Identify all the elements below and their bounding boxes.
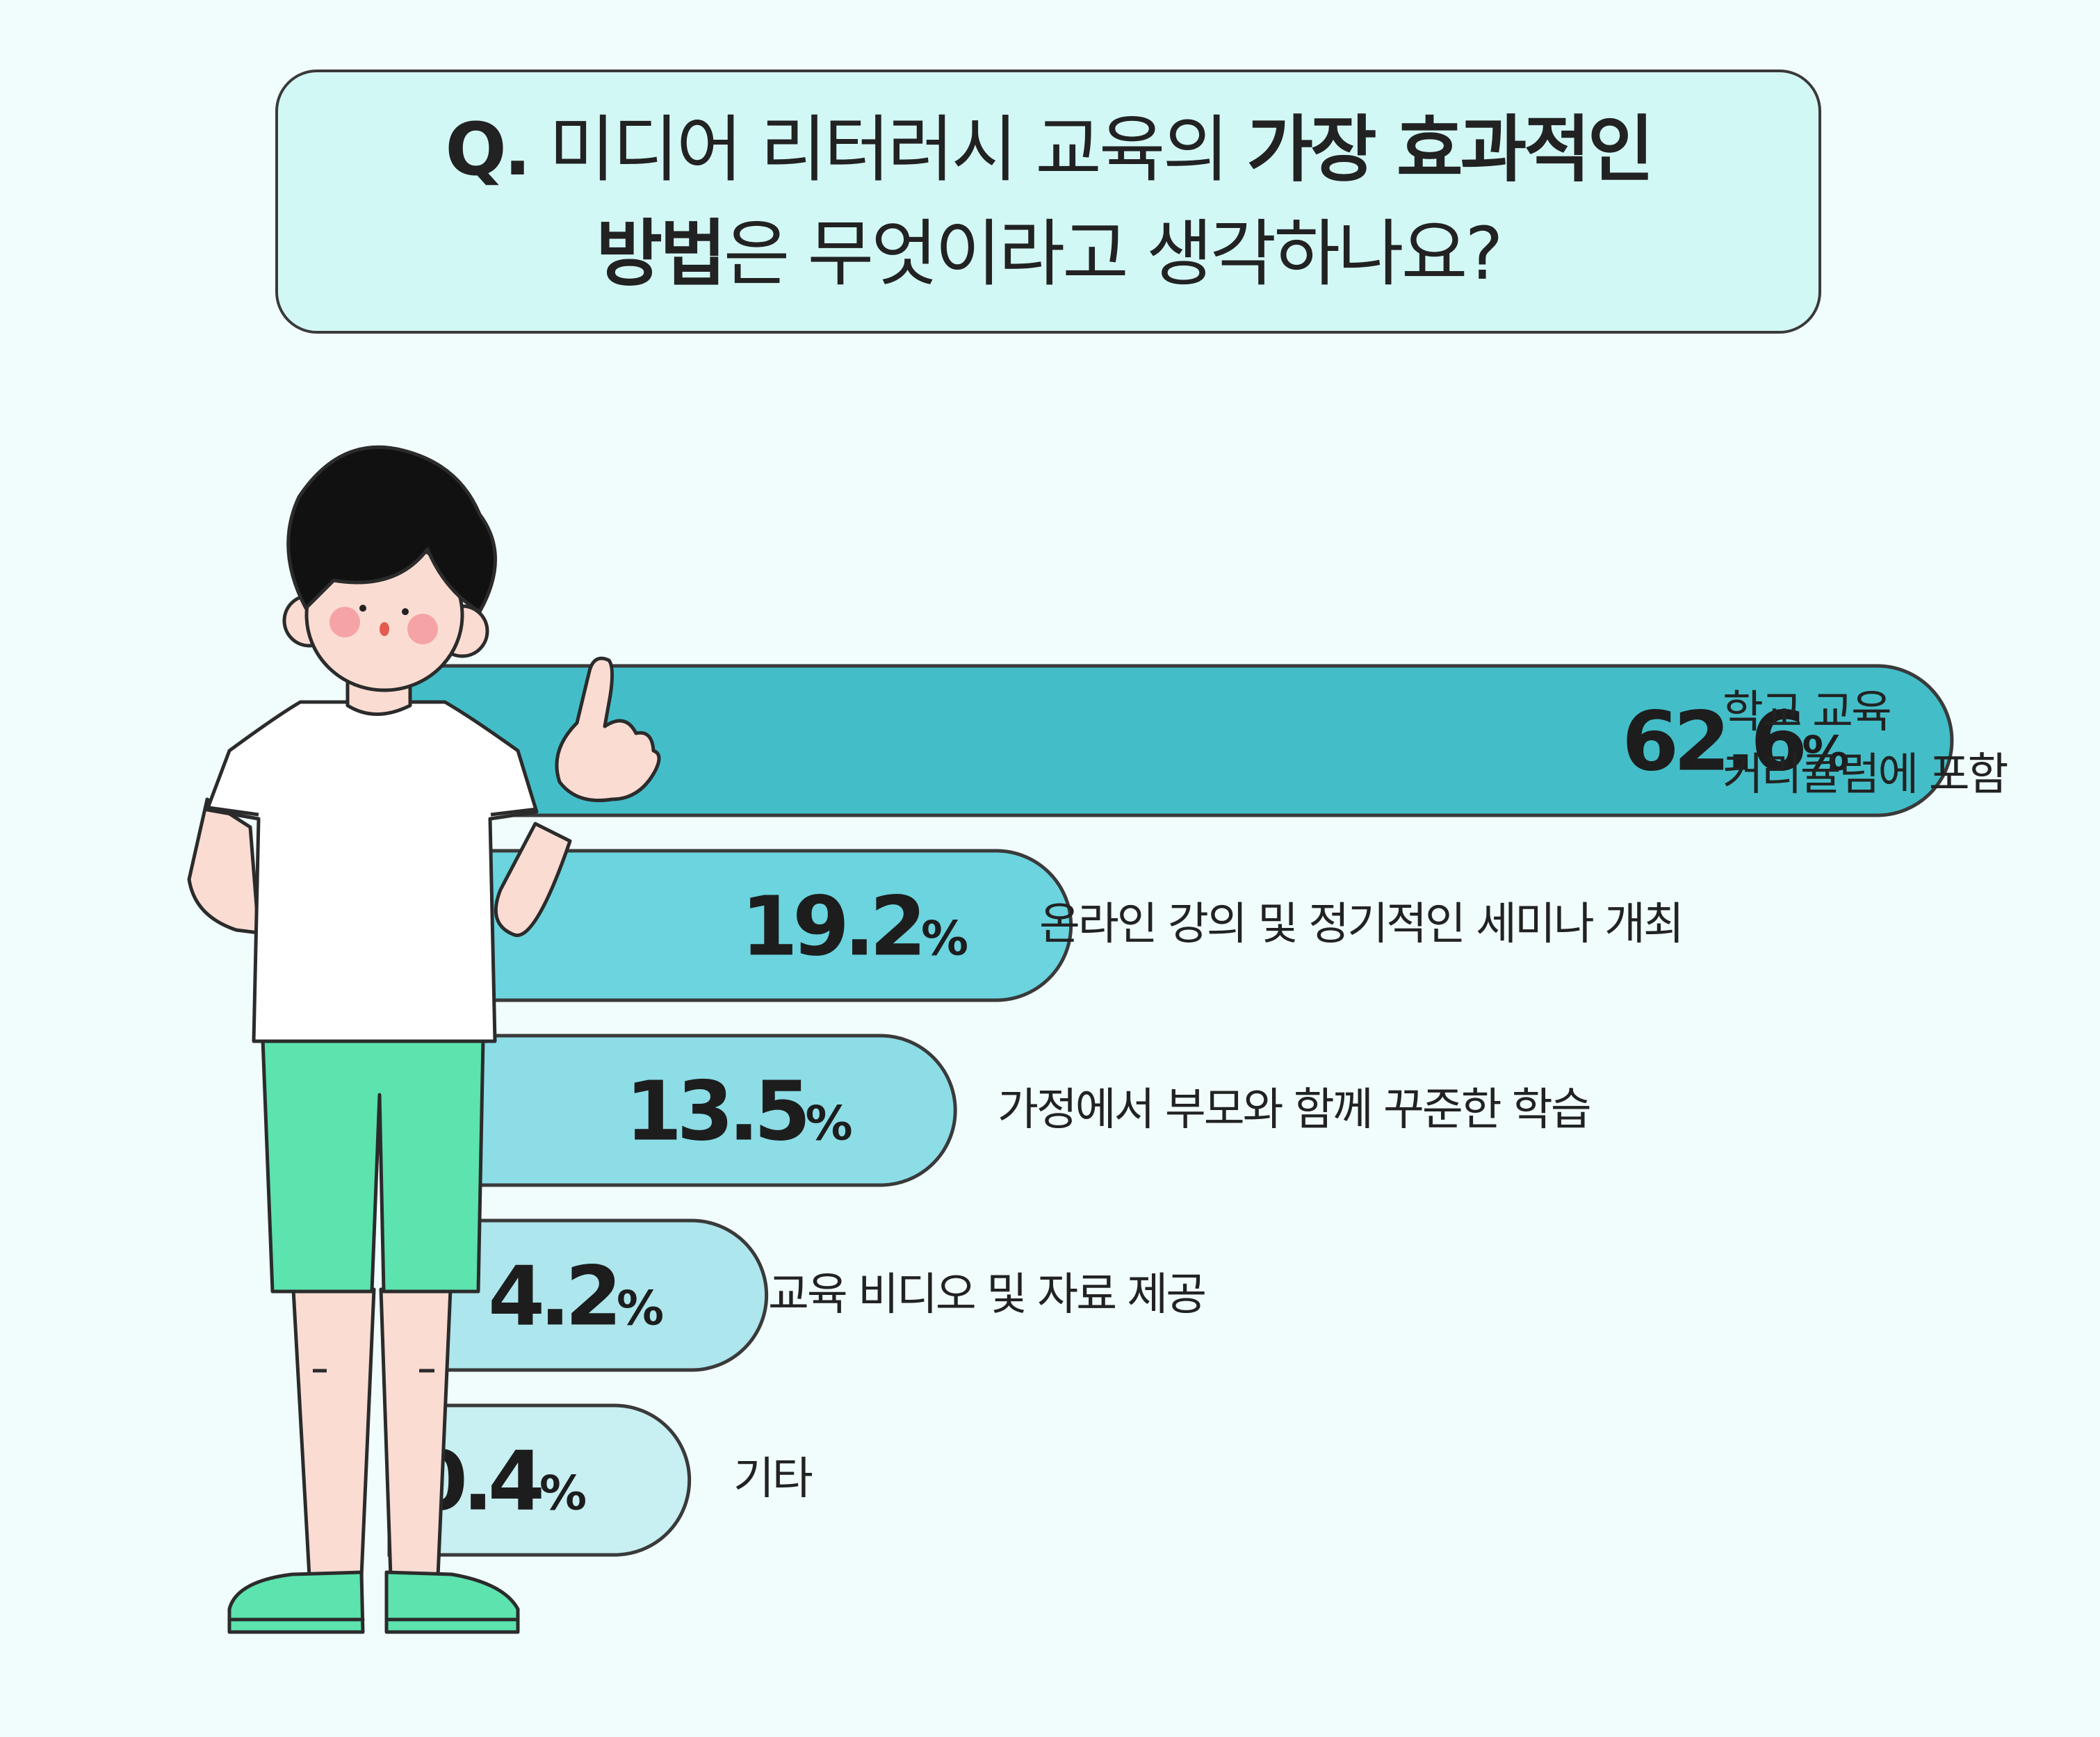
category-label-0-line-1: 학교 교육 [1723, 687, 1892, 738]
value-label-2: 13.5% [625, 1063, 852, 1159]
bar-4 [387, 1403, 692, 1557]
value-label-unit-4: % [539, 1467, 587, 1522]
title-box: Q. 미디어 리터러시 교육의 가장 효과적인 방법은 무엇이라고 생각하나요? [275, 70, 1821, 334]
value-label-number-0: 62.6 [1622, 694, 1803, 790]
value-label-0: 62.6% [1622, 694, 1849, 790]
bar-1 [387, 849, 1073, 1002]
value-label-unit-1: % [921, 912, 968, 967]
value-label-1: 19.2% [741, 879, 968, 974]
title-line2-bold: 방법 [596, 211, 726, 296]
category-label-2: 가정에서 부모와 함께 꾸준한 학습 [998, 1084, 1592, 1136]
category-label-0-line-2: 커리큘럼에 포함 [1723, 749, 2009, 801]
value-label-unit-2: % [806, 1097, 853, 1152]
title-line2-normal: 은 무엇이라고 생각하나요? [723, 211, 1504, 296]
title-line-1: Q. 미디어 리터러시 교육의 가장 효과적인 [445, 97, 1654, 202]
value-label-number-1: 19.2 [741, 879, 921, 974]
category-label-4: 기타 [733, 1453, 813, 1505]
title-line1-bold: 가장 효과적인 [1246, 107, 1654, 192]
value-label-number-2: 13.5 [625, 1063, 805, 1159]
bar-3 [387, 1218, 769, 1372]
value-label-unit-3: % [617, 1282, 664, 1337]
category-label-0: 학교 교육 커리큘럼에 포함 [1723, 681, 2009, 806]
value-label-unit-0: % [1802, 727, 1849, 782]
category-label-3: 교육 비디오 및 자료 제공 [768, 1269, 1207, 1321]
title-line-2: 방법은 무엇이라고 생각하나요? [596, 202, 1504, 306]
bar-0 [387, 664, 1954, 817]
value-label-3: 4.2% [488, 1248, 664, 1344]
category-label-1: 온라인 강의 및 정기적인 세미나 개최 [1039, 899, 1684, 950]
bar-2 [387, 1034, 957, 1187]
value-label-number-3: 4.2 [488, 1248, 617, 1344]
title-q-prefix: Q. [445, 107, 531, 192]
title-line1-normal: 미디어 리터러시 교육의 [528, 107, 1247, 192]
